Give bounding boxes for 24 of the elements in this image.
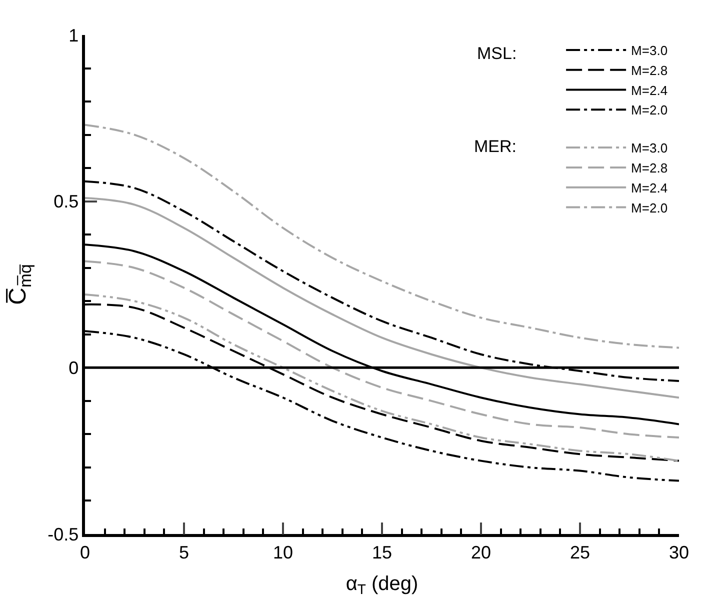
- legend-label: M=2.8: [631, 62, 668, 78]
- line-series: [85, 260, 679, 439]
- x-tick-label: 10: [272, 542, 294, 562]
- legend-label: M=2.4: [631, 180, 668, 196]
- legend-label: M=2.8: [631, 160, 668, 176]
- y-tick-label: 0: [68, 358, 79, 378]
- x-tick-label: 20: [470, 542, 492, 562]
- y-tick-label: 1: [68, 25, 79, 46]
- x-tick-label: 25: [570, 542, 590, 562]
- y-tick-label: 0.5: [54, 192, 79, 212]
- legend-label: M=3.0: [631, 140, 668, 156]
- line-series: [85, 124, 679, 349]
- y-tick-label: -0.5: [48, 524, 79, 544]
- x-axis-title: α$_{T}$ (deg): [346, 572, 418, 598]
- annotation: MER:: [474, 137, 516, 156]
- legend-label: M=2.0: [631, 102, 668, 118]
- annotation: MSL:: [477, 44, 517, 63]
- x-tick-label: 5: [178, 542, 190, 562]
- legend-label: M=2.0: [631, 200, 668, 216]
- x-tick-label: 15: [372, 542, 392, 562]
- legend-label: M=3.0: [631, 43, 668, 58]
- legend-label: M=2.4: [631, 82, 668, 98]
- x-tick-label: 30: [668, 542, 690, 562]
- line-series: [85, 197, 679, 399]
